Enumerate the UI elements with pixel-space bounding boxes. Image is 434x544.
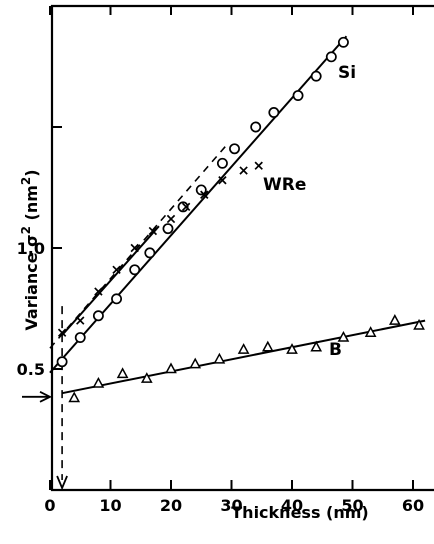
si-point <box>325 51 337 63</box>
si-point <box>216 157 228 169</box>
data-markers <box>56 36 425 403</box>
wre-point <box>200 190 209 199</box>
b-point <box>261 340 274 352</box>
b-point <box>237 343 250 354</box>
si-point <box>310 70 322 82</box>
si-point <box>337 36 349 48</box>
b-point <box>413 318 425 330</box>
x-tick-label: 30 <box>220 496 242 515</box>
plot-frame <box>50 4 434 492</box>
si-point <box>292 90 304 101</box>
series-label-si: Si <box>338 63 356 83</box>
left-arrow-head <box>39 391 53 403</box>
b-point <box>68 391 81 403</box>
wre-point <box>94 287 103 296</box>
si-point <box>74 332 86 343</box>
x-tick-label: 40 <box>281 496 303 515</box>
wre-point <box>112 265 121 274</box>
fit-line-b <box>61 319 426 395</box>
b-point <box>189 357 202 369</box>
ticks: 0 10 20 30 40 50 60 0.5 1.0 <box>17 6 424 515</box>
x-tick-label: 0 <box>44 496 55 515</box>
si-point <box>195 184 207 196</box>
wre-point <box>181 202 191 212</box>
b-point <box>310 340 323 352</box>
wre-point <box>166 214 176 224</box>
b-point <box>116 367 129 379</box>
si-point <box>250 121 262 133</box>
wre-point <box>254 161 263 170</box>
y-tick-label: 0.5 <box>17 360 45 379</box>
wre-point <box>57 328 67 337</box>
b-point <box>286 343 298 354</box>
series-label-wre: WRe <box>263 175 306 195</box>
x-tick-label: 20 <box>160 496 182 515</box>
si-point <box>129 264 141 276</box>
b-point <box>337 330 350 342</box>
b-point <box>364 326 377 337</box>
y-axis-label-part: (nm <box>22 185 41 226</box>
si-point <box>162 223 174 235</box>
x-tick-label: 50 <box>341 496 363 515</box>
y-axis-label-part: ) <box>22 169 41 176</box>
si-point <box>111 293 123 305</box>
series-label-b: B <box>329 340 342 360</box>
y-axis-label-part: σ <box>22 234 41 246</box>
wre-point <box>218 176 227 185</box>
wre-point <box>76 316 85 325</box>
wre-point <box>239 166 248 175</box>
si-point <box>229 143 240 155</box>
si-point <box>56 356 68 368</box>
b-point <box>92 376 105 388</box>
axes <box>50 4 434 492</box>
b-point <box>388 314 401 325</box>
b-point <box>213 352 226 364</box>
fit-line-wre <box>61 225 160 336</box>
si-point <box>92 310 104 322</box>
y-axis-label: Variance σ2 (nm2) <box>19 169 41 330</box>
wre-point <box>148 226 158 236</box>
b-point <box>140 372 153 383</box>
x-axis-label: Thickness (nm) <box>231 503 368 522</box>
x-tick-label: 60 <box>402 496 424 515</box>
vertical-arrow-head <box>56 475 68 491</box>
y-axis-label-part: Variance <box>22 247 41 331</box>
si-point <box>177 201 189 213</box>
x-tick-label: 10 <box>99 496 121 515</box>
si-point <box>144 247 156 259</box>
fit-line-si <box>49 35 348 374</box>
y-axis-label-superscript: 2 <box>19 177 33 185</box>
y-tick-label: 1.0 <box>17 239 45 258</box>
dashed-extension-wre <box>49 145 227 349</box>
b-point <box>165 362 177 374</box>
y-axis-label-superscript: 2 <box>19 226 33 234</box>
wre-point <box>130 243 139 253</box>
si-point <box>268 107 280 118</box>
fit-lines <box>22 35 426 491</box>
